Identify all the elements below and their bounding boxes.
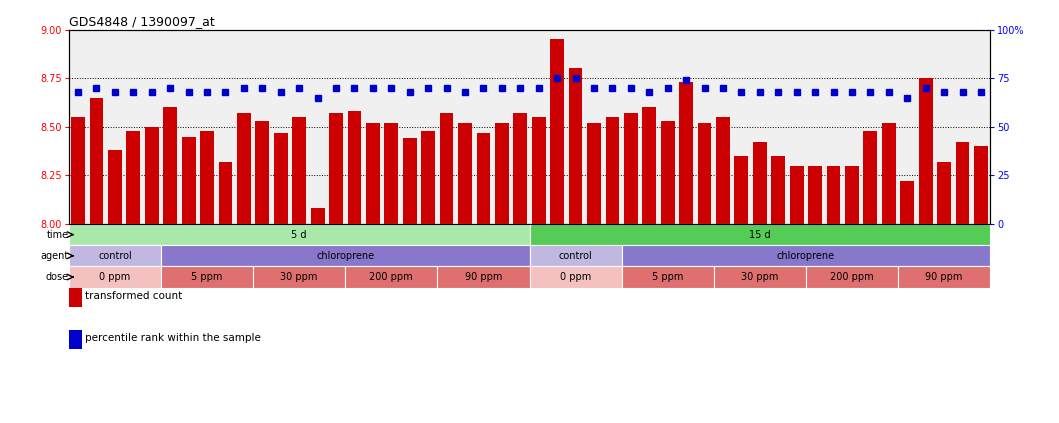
Bar xyxy=(161,266,253,288)
Bar xyxy=(437,266,530,288)
Bar xyxy=(808,166,822,224)
Bar xyxy=(845,166,859,224)
Bar xyxy=(863,131,877,224)
Bar xyxy=(255,121,269,224)
Bar xyxy=(587,123,600,224)
Text: time: time xyxy=(47,230,69,239)
Bar xyxy=(735,156,749,224)
Bar xyxy=(366,123,380,224)
Bar xyxy=(530,245,622,266)
Bar xyxy=(514,113,527,224)
Text: 200 ppm: 200 ppm xyxy=(830,272,874,282)
Bar xyxy=(569,69,582,224)
Text: agent: agent xyxy=(40,251,69,261)
Bar xyxy=(329,113,343,224)
Text: control: control xyxy=(559,251,592,261)
Bar xyxy=(292,117,306,224)
Text: 0 ppm: 0 ppm xyxy=(100,272,130,282)
Text: transformed count: transformed count xyxy=(85,291,182,301)
Bar xyxy=(530,266,622,288)
Bar xyxy=(900,181,914,224)
Bar xyxy=(919,78,933,224)
Bar xyxy=(218,162,232,224)
Bar xyxy=(551,39,564,224)
Bar xyxy=(163,107,177,224)
Bar xyxy=(237,113,251,224)
Bar xyxy=(606,117,620,224)
Bar xyxy=(347,111,361,224)
Bar xyxy=(421,131,435,224)
Bar xyxy=(274,133,288,224)
Text: 0 ppm: 0 ppm xyxy=(560,272,591,282)
Bar xyxy=(126,131,140,224)
Bar xyxy=(345,266,437,288)
Bar xyxy=(622,245,990,266)
Bar xyxy=(459,123,472,224)
Text: control: control xyxy=(98,251,131,261)
Bar xyxy=(495,123,508,224)
Bar xyxy=(145,127,159,224)
Bar xyxy=(790,166,804,224)
Bar xyxy=(477,133,490,224)
Text: 5 d: 5 d xyxy=(291,230,307,239)
Bar xyxy=(679,82,693,224)
Bar xyxy=(310,209,324,224)
Text: 200 ppm: 200 ppm xyxy=(370,272,413,282)
Text: 30 ppm: 30 ppm xyxy=(741,272,778,282)
Bar xyxy=(698,123,712,224)
Bar xyxy=(771,156,785,224)
Bar xyxy=(716,117,730,224)
Bar xyxy=(182,137,196,224)
Bar xyxy=(937,162,951,224)
Bar xyxy=(439,113,453,224)
Text: dose: dose xyxy=(46,272,69,282)
Bar xyxy=(69,266,161,288)
Bar xyxy=(624,113,638,224)
Bar xyxy=(532,117,545,224)
Bar xyxy=(253,266,345,288)
Bar xyxy=(661,121,675,224)
Text: 5 ppm: 5 ppm xyxy=(652,272,683,282)
Text: chloroprene: chloroprene xyxy=(777,251,834,261)
Bar xyxy=(753,143,767,224)
Bar xyxy=(882,123,896,224)
Text: 30 ppm: 30 ppm xyxy=(281,272,318,282)
Bar xyxy=(402,138,416,224)
Bar xyxy=(71,117,85,224)
Bar xyxy=(898,266,990,288)
Bar xyxy=(200,131,214,224)
Text: GDS4848 / 1390097_at: GDS4848 / 1390097_at xyxy=(69,16,215,28)
Text: 90 ppm: 90 ppm xyxy=(926,272,963,282)
Bar xyxy=(90,98,104,224)
Bar xyxy=(69,245,161,266)
Bar xyxy=(161,245,530,266)
Bar xyxy=(714,266,806,288)
Text: chloroprene: chloroprene xyxy=(317,251,374,261)
Bar xyxy=(974,146,988,224)
Bar xyxy=(643,107,657,224)
Bar xyxy=(955,143,969,224)
Bar xyxy=(108,150,122,224)
Bar xyxy=(384,123,398,224)
Text: 15 d: 15 d xyxy=(749,230,771,239)
Text: percentile rank within the sample: percentile rank within the sample xyxy=(85,333,261,343)
Bar xyxy=(622,266,714,288)
Bar xyxy=(827,166,841,224)
Bar xyxy=(530,224,990,245)
Bar xyxy=(806,266,898,288)
Text: 5 ppm: 5 ppm xyxy=(192,272,222,282)
Bar xyxy=(69,224,530,245)
Text: 90 ppm: 90 ppm xyxy=(465,272,502,282)
